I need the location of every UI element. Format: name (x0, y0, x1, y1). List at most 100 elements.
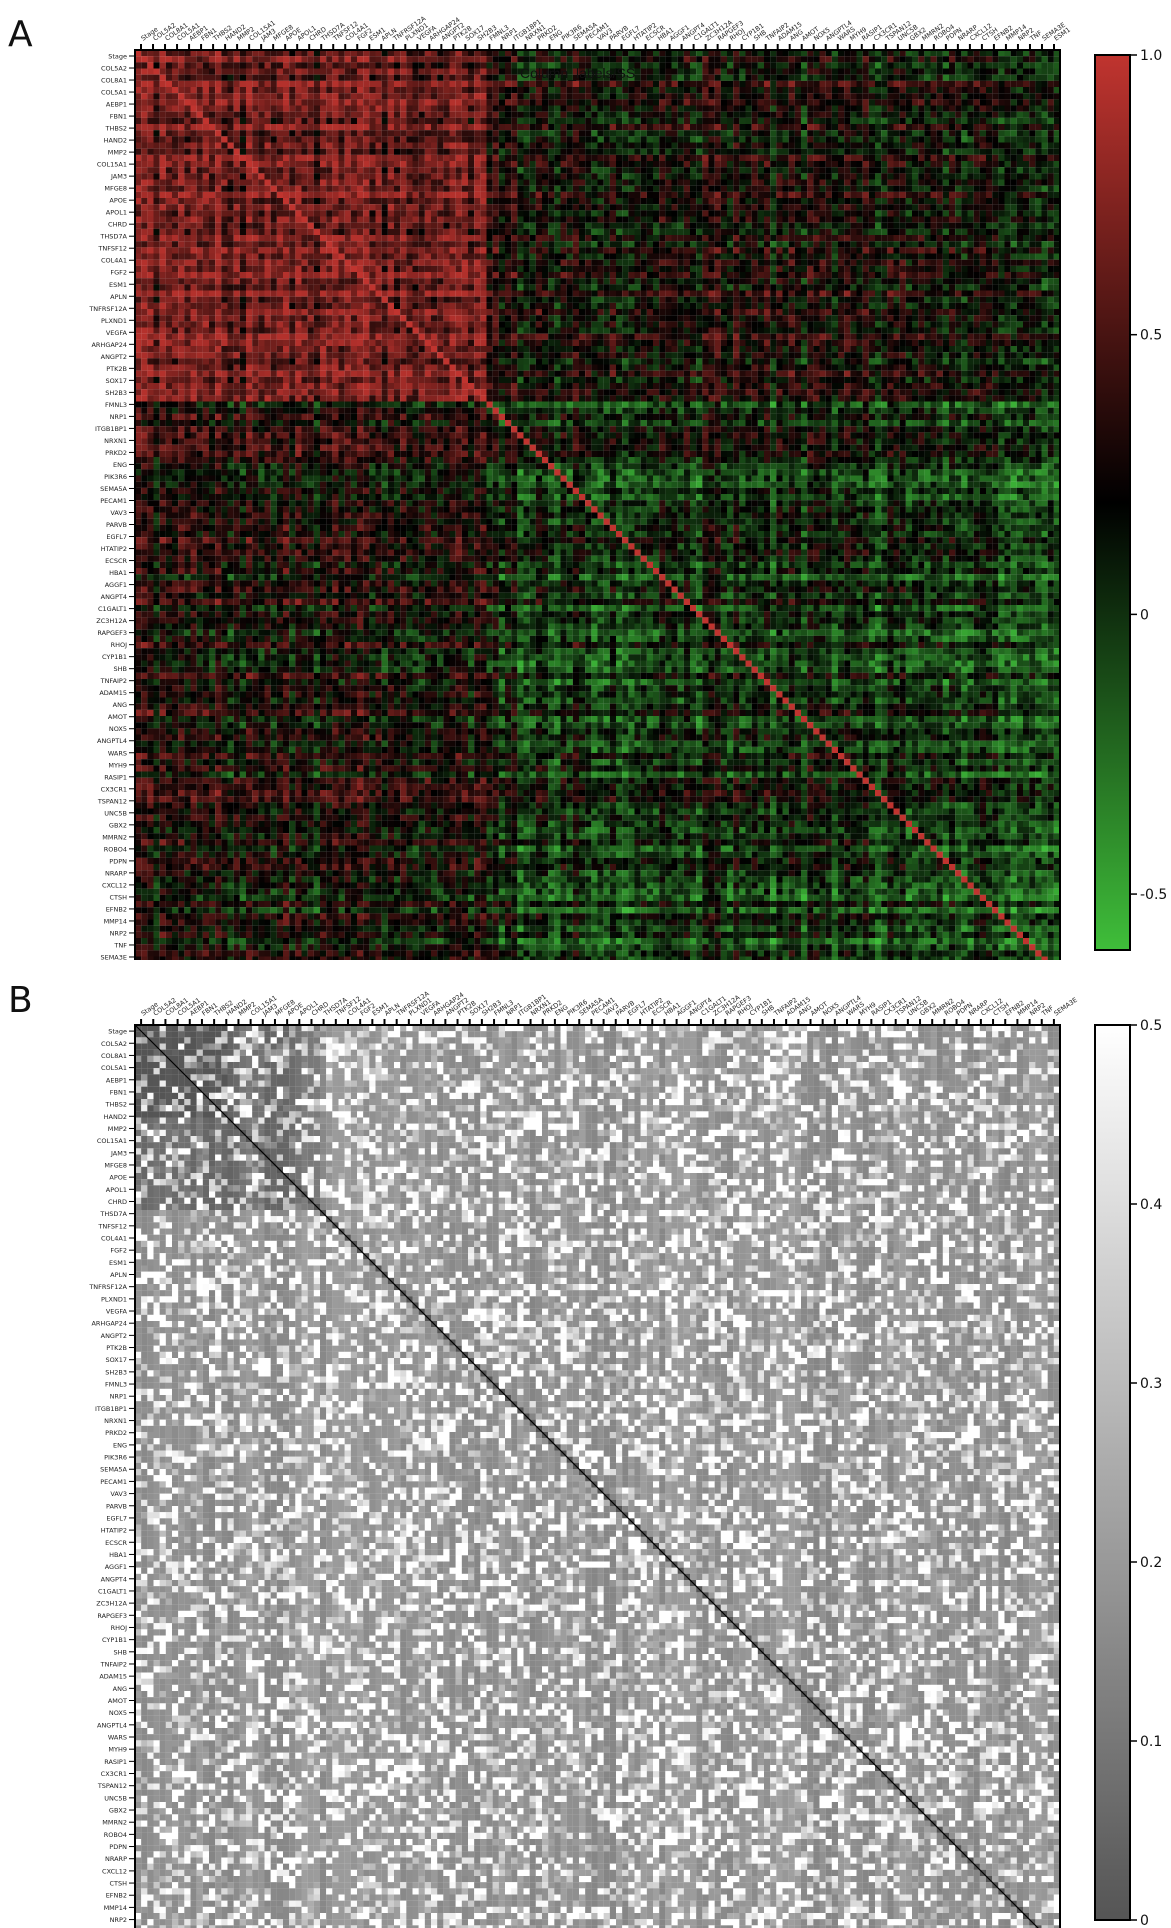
heatmap-cell (875, 235, 882, 242)
heatmap-cell (233, 50, 240, 57)
heatmap-cell (239, 198, 247, 205)
heatmap-cell (850, 111, 857, 118)
heatmap-cell (455, 148, 462, 155)
heatmap-cell (369, 136, 376, 143)
heatmap-cell (757, 241, 765, 248)
heatmap-cell (807, 142, 814, 149)
heatmap-cell (307, 124, 314, 131)
heatmap-cell (603, 173, 610, 180)
heatmap-cell (221, 62, 228, 69)
heatmap-cell (492, 173, 499, 180)
heatmap-cell (739, 124, 746, 131)
heatmap-cell (283, 87, 290, 94)
heatmap-cell (387, 50, 395, 57)
heatmap-cell (881, 111, 888, 118)
heatmap-cell (794, 222, 802, 229)
heatmap-cell (856, 80, 863, 88)
heatmap-cell (788, 179, 795, 186)
heatmap-cell (455, 68, 462, 75)
heatmap-cell (270, 154, 277, 162)
heatmap-cell (276, 253, 284, 260)
heatmap-cell (653, 191, 660, 199)
heatmap-cell (745, 80, 752, 88)
heatmap-cell (764, 50, 771, 57)
heatmap-cell (184, 241, 191, 248)
heatmap-cell (363, 111, 370, 118)
heatmap-cell (369, 161, 376, 168)
heatmap-cell (270, 204, 277, 211)
heatmap-cell (764, 93, 771, 100)
heatmap-cell (881, 247, 888, 254)
heatmap-cell (418, 216, 425, 223)
heatmap-cell (838, 130, 845, 137)
heatmap-cell (437, 136, 444, 143)
heatmap-cell (418, 191, 425, 199)
heatmap-cell (585, 247, 592, 254)
heatmap-cell (1047, 247, 1054, 254)
heatmap-cell (307, 148, 314, 155)
heatmap-cell (622, 111, 629, 118)
heatmap-cell (634, 216, 641, 223)
heatmap-cell (961, 173, 968, 180)
heatmap-cell (856, 154, 863, 162)
heatmap-cell (209, 179, 216, 186)
heatmap-cell (264, 87, 271, 94)
heatmap-cell (190, 148, 197, 155)
heatmap-cell (566, 154, 573, 162)
heatmap-cell (424, 148, 432, 155)
heatmap-cell (566, 228, 573, 236)
heatmap-cell (646, 241, 654, 248)
heatmap-cell (264, 148, 271, 155)
heatmap-cell (813, 154, 820, 162)
heatmap-cell (838, 228, 845, 236)
heatmap-cell (498, 117, 506, 125)
heatmap-cell (1047, 87, 1054, 94)
heatmap-cell (252, 111, 259, 118)
heatmap-cell (480, 105, 487, 112)
heatmap-cell (764, 62, 771, 69)
heatmap-cell (1053, 50, 1061, 57)
heatmap-cell (1053, 235, 1061, 242)
heatmap-cell (788, 124, 795, 131)
heatmap-cell (270, 87, 277, 94)
heatmap-cell (560, 228, 567, 236)
heatmap-cell (350, 50, 358, 57)
heatmap-cell (418, 179, 425, 186)
heatmap-cell (609, 117, 617, 125)
heatmap-cell (1010, 130, 1017, 137)
heatmap-cell (202, 117, 210, 125)
heatmap-cell (961, 111, 968, 118)
heatmap-cell (511, 142, 518, 149)
heatmap-cell (659, 241, 666, 248)
heatmap-cell (172, 161, 179, 168)
heatmap-cell (850, 93, 857, 100)
heatmap-cell (844, 111, 851, 118)
heatmap-cell (856, 167, 863, 174)
heatmap-cell (887, 124, 894, 131)
heatmap-cell (153, 167, 160, 174)
heatmap-cell (270, 74, 277, 81)
heatmap-cell (313, 222, 321, 229)
heatmap-cell (986, 210, 993, 217)
heatmap-cell (794, 93, 802, 100)
heatmap-cell (542, 142, 549, 149)
heatmap-cell (387, 222, 395, 229)
heatmap-cell (474, 124, 481, 131)
heatmap-cell (196, 235, 203, 242)
heatmap-cell (184, 124, 191, 131)
heatmap-cell (757, 124, 765, 131)
heatmap-cell (597, 247, 604, 254)
heatmap-cell (190, 167, 197, 174)
heatmap-cell (1023, 247, 1030, 254)
heatmap-cell (215, 148, 222, 155)
heatmap-cell (406, 247, 413, 254)
heatmap-cell (727, 80, 734, 88)
heatmap-cell (825, 235, 832, 242)
heatmap-cell (165, 124, 173, 131)
heatmap-cell (135, 93, 142, 100)
heatmap-cell (141, 241, 148, 248)
heatmap-cell (350, 136, 358, 143)
heatmap-cell (566, 222, 573, 229)
heatmap-cell (887, 173, 894, 180)
heatmap-cell (794, 136, 802, 143)
